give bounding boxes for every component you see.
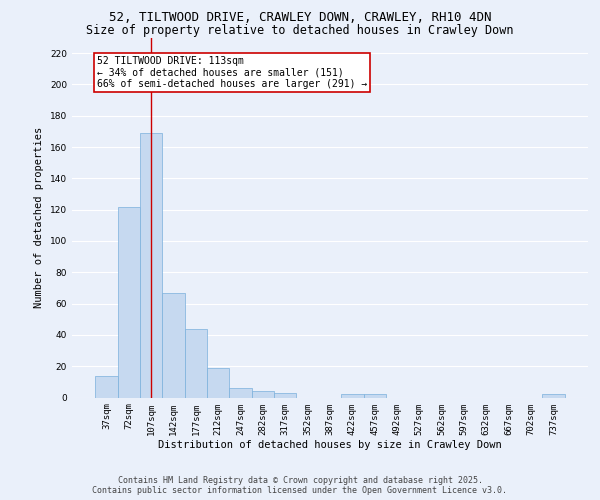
Bar: [542, 394, 565, 398]
Bar: [274, 393, 296, 398]
Bar: [118, 206, 140, 398]
Bar: [185, 328, 207, 398]
Bar: [95, 376, 118, 398]
Text: 52 TILTWOOD DRIVE: 113sqm
← 34% of detached houses are smaller (151)
66% of semi: 52 TILTWOOD DRIVE: 113sqm ← 34% of detac…: [97, 56, 367, 90]
Bar: [229, 388, 252, 398]
Text: Size of property relative to detached houses in Crawley Down: Size of property relative to detached ho…: [86, 24, 514, 37]
Bar: [163, 292, 185, 398]
Y-axis label: Number of detached properties: Number of detached properties: [34, 127, 44, 308]
Text: 52, TILTWOOD DRIVE, CRAWLEY DOWN, CRAWLEY, RH10 4DN: 52, TILTWOOD DRIVE, CRAWLEY DOWN, CRAWLE…: [109, 11, 491, 24]
Text: Contains HM Land Registry data © Crown copyright and database right 2025.
Contai: Contains HM Land Registry data © Crown c…: [92, 476, 508, 495]
Bar: [140, 133, 163, 398]
Bar: [364, 394, 386, 398]
X-axis label: Distribution of detached houses by size in Crawley Down: Distribution of detached houses by size …: [158, 440, 502, 450]
Bar: [252, 391, 274, 398]
Bar: [341, 394, 364, 398]
Bar: [207, 368, 229, 398]
